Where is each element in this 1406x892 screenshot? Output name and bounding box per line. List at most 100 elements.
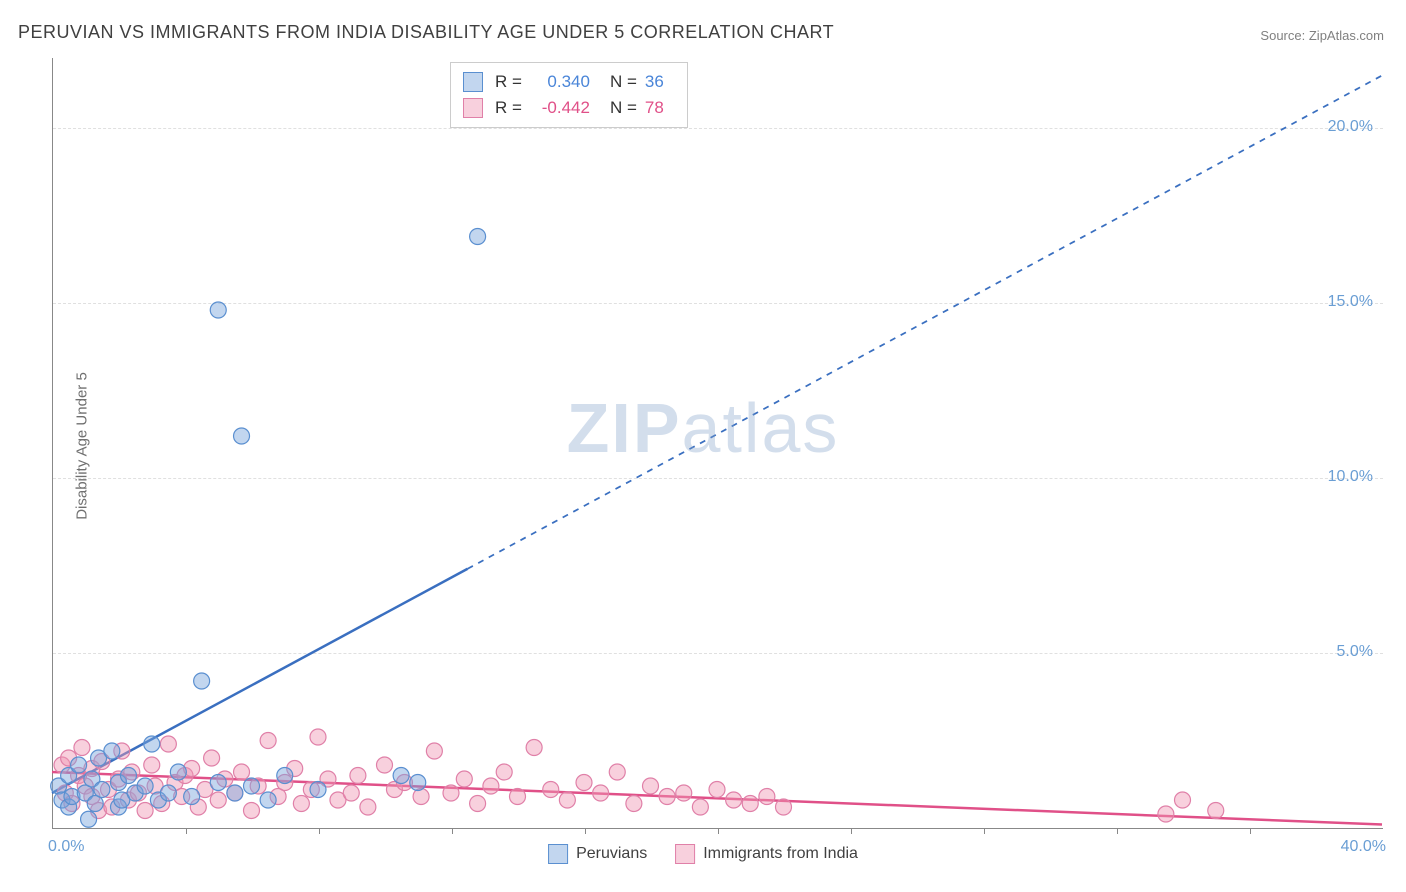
stats-legend: R = 0.340 N = 36 R = -0.442 N = 78 [450, 62, 688, 128]
data-point [74, 740, 90, 756]
data-point [1158, 806, 1174, 822]
stat-r-value: 0.340 [530, 69, 590, 95]
legend-swatch [463, 72, 483, 92]
stat-r-label: R = [495, 69, 522, 95]
x-tick-mark [851, 828, 852, 834]
data-point [526, 740, 542, 756]
x-tick-mark [1117, 828, 1118, 834]
data-point [377, 757, 393, 773]
data-point [393, 768, 409, 784]
data-point [1175, 792, 1191, 808]
data-point [543, 782, 559, 798]
data-point [413, 789, 429, 805]
data-point [483, 778, 499, 794]
source-label: Source: [1260, 28, 1305, 43]
data-point [643, 778, 659, 794]
regression-line-dashed [468, 76, 1382, 569]
data-point [234, 764, 250, 780]
data-point [659, 789, 675, 805]
x-tick-mark [585, 828, 586, 834]
data-point [676, 785, 692, 801]
data-point [759, 789, 775, 805]
data-point [184, 789, 200, 805]
stat-n-value: 36 [645, 69, 675, 95]
data-point [293, 796, 309, 812]
x-tick-mark [1250, 828, 1251, 834]
data-point [343, 785, 359, 801]
data-point [244, 778, 260, 794]
data-point [470, 229, 486, 245]
legend-swatch [463, 98, 483, 118]
data-point [81, 811, 97, 827]
chart-svg [52, 58, 1382, 828]
data-point [277, 768, 293, 784]
x-tick-label-max: 40.0% [1341, 838, 1386, 856]
legend-swatch [675, 844, 695, 864]
chart-title: PERUVIAN VS IMMIGRANTS FROM INDIA DISABI… [18, 22, 834, 43]
data-point [120, 768, 136, 784]
bottom-legend-item: Immigrants from India [675, 844, 858, 864]
source-attribution: Source: ZipAtlas.com [1260, 28, 1384, 43]
data-point [144, 736, 160, 752]
data-point [310, 729, 326, 745]
data-point [260, 733, 276, 749]
data-point [260, 792, 276, 808]
data-point [593, 785, 609, 801]
data-point [94, 782, 110, 798]
data-point [204, 750, 220, 766]
data-point [137, 803, 153, 819]
x-tick-mark [452, 828, 453, 834]
data-point [360, 799, 376, 815]
data-point [410, 775, 426, 791]
data-point [227, 785, 243, 801]
x-tick-mark [186, 828, 187, 834]
bottom-legend-item: Peruvians [548, 844, 647, 864]
stats-legend-row: R = 0.340 N = 36 [463, 69, 675, 95]
data-point [510, 789, 526, 805]
regression-line-solid [52, 569, 468, 793]
data-point [104, 743, 120, 759]
data-point [496, 764, 512, 780]
x-tick-mark [319, 828, 320, 834]
data-point [692, 799, 708, 815]
data-point [160, 736, 176, 752]
data-point [456, 771, 472, 787]
data-point [559, 792, 575, 808]
data-point [709, 782, 725, 798]
data-point [194, 673, 210, 689]
data-point [576, 775, 592, 791]
data-point [310, 782, 326, 798]
data-point [137, 778, 153, 794]
stats-legend-row: R = -0.442 N = 78 [463, 95, 675, 121]
data-point [210, 775, 226, 791]
stat-r-value: -0.442 [530, 95, 590, 121]
bottom-legend: Peruvians Immigrants from India [548, 844, 858, 864]
data-point [234, 428, 250, 444]
source-link[interactable]: ZipAtlas.com [1309, 28, 1384, 43]
data-point [350, 768, 366, 784]
data-point [726, 792, 742, 808]
bottom-legend-label: Peruvians [576, 845, 647, 863]
data-point [244, 803, 260, 819]
data-point [609, 764, 625, 780]
data-point [470, 796, 486, 812]
data-point [144, 757, 160, 773]
data-point [1208, 803, 1224, 819]
data-point [626, 796, 642, 812]
legend-swatch [548, 844, 568, 864]
stat-n-value: 78 [645, 95, 675, 121]
data-point [160, 785, 176, 801]
data-point [210, 302, 226, 318]
data-point [742, 796, 758, 812]
stat-n-label: N = [610, 95, 637, 121]
x-tick-mark [984, 828, 985, 834]
bottom-legend-label: Immigrants from India [703, 845, 858, 863]
data-point [210, 792, 226, 808]
data-point [426, 743, 442, 759]
data-point [776, 799, 792, 815]
data-point [71, 757, 87, 773]
x-tick-mark [718, 828, 719, 834]
x-tick-label-min: 0.0% [48, 838, 84, 856]
data-point [170, 764, 186, 780]
data-point [443, 785, 459, 801]
